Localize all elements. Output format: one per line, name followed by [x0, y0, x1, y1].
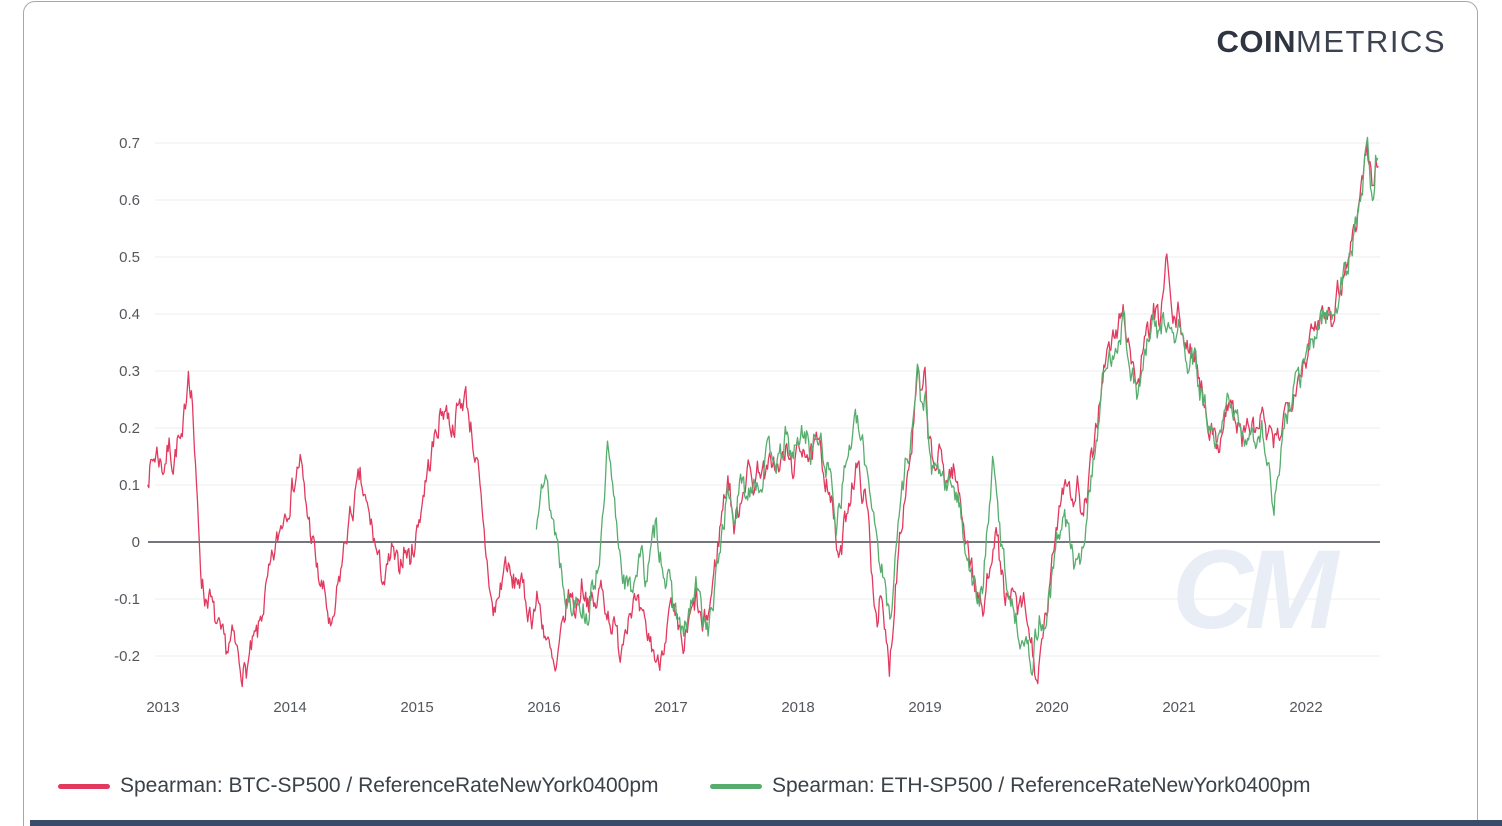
svg-text:-0.2: -0.2: [114, 648, 140, 665]
legend-label-eth: Spearman: ETH-SP500 / ReferenceRateNewYo…: [772, 774, 1311, 797]
svg-text:2019: 2019: [908, 699, 941, 716]
svg-text:2020: 2020: [1035, 699, 1068, 716]
svg-text:0.4: 0.4: [119, 306, 140, 323]
svg-text:2021: 2021: [1162, 699, 1195, 716]
svg-text:2018: 2018: [781, 699, 814, 716]
logo-coin: COIN: [1216, 24, 1296, 59]
svg-text:2016: 2016: [527, 699, 560, 716]
svg-text:0.1: 0.1: [119, 477, 140, 494]
svg-text:2013: 2013: [146, 699, 179, 716]
svg-text:0.2: 0.2: [119, 420, 140, 437]
svg-text:2015: 2015: [400, 699, 433, 716]
svg-text:2017: 2017: [654, 699, 687, 716]
svg-text:-0.1: -0.1: [114, 591, 140, 608]
bottom-blue-bar: [30, 820, 1502, 826]
legend-swatch-eth: [710, 783, 762, 789]
svg-text:0.6: 0.6: [119, 192, 140, 209]
svg-text:0: 0: [132, 534, 140, 551]
svg-text:0.5: 0.5: [119, 249, 140, 266]
series-line-eth: [535, 136, 1379, 676]
cm-watermark: CM: [1172, 527, 1341, 652]
legend-swatch-btc: [58, 783, 110, 789]
svg-text:2014: 2014: [273, 699, 306, 716]
svg-text:0.7: 0.7: [119, 135, 140, 152]
svg-text:2022: 2022: [1289, 699, 1322, 716]
legend-item-eth: Spearman: ETH-SP500 / ReferenceRateNewYo…: [710, 770, 1311, 802]
logo-metrics: METRICS: [1296, 24, 1446, 59]
coinmetrics-logo: COINMETRICS: [1217, 24, 1447, 60]
svg-text:0.3: 0.3: [119, 363, 140, 380]
legend-label-btc: Spearman: BTC-SP500 / ReferenceRateNewYo…: [120, 774, 659, 797]
legend-item-btc: Spearman: BTC-SP500 / ReferenceRateNewYo…: [58, 770, 659, 802]
series-line-btc: [147, 140, 1379, 688]
